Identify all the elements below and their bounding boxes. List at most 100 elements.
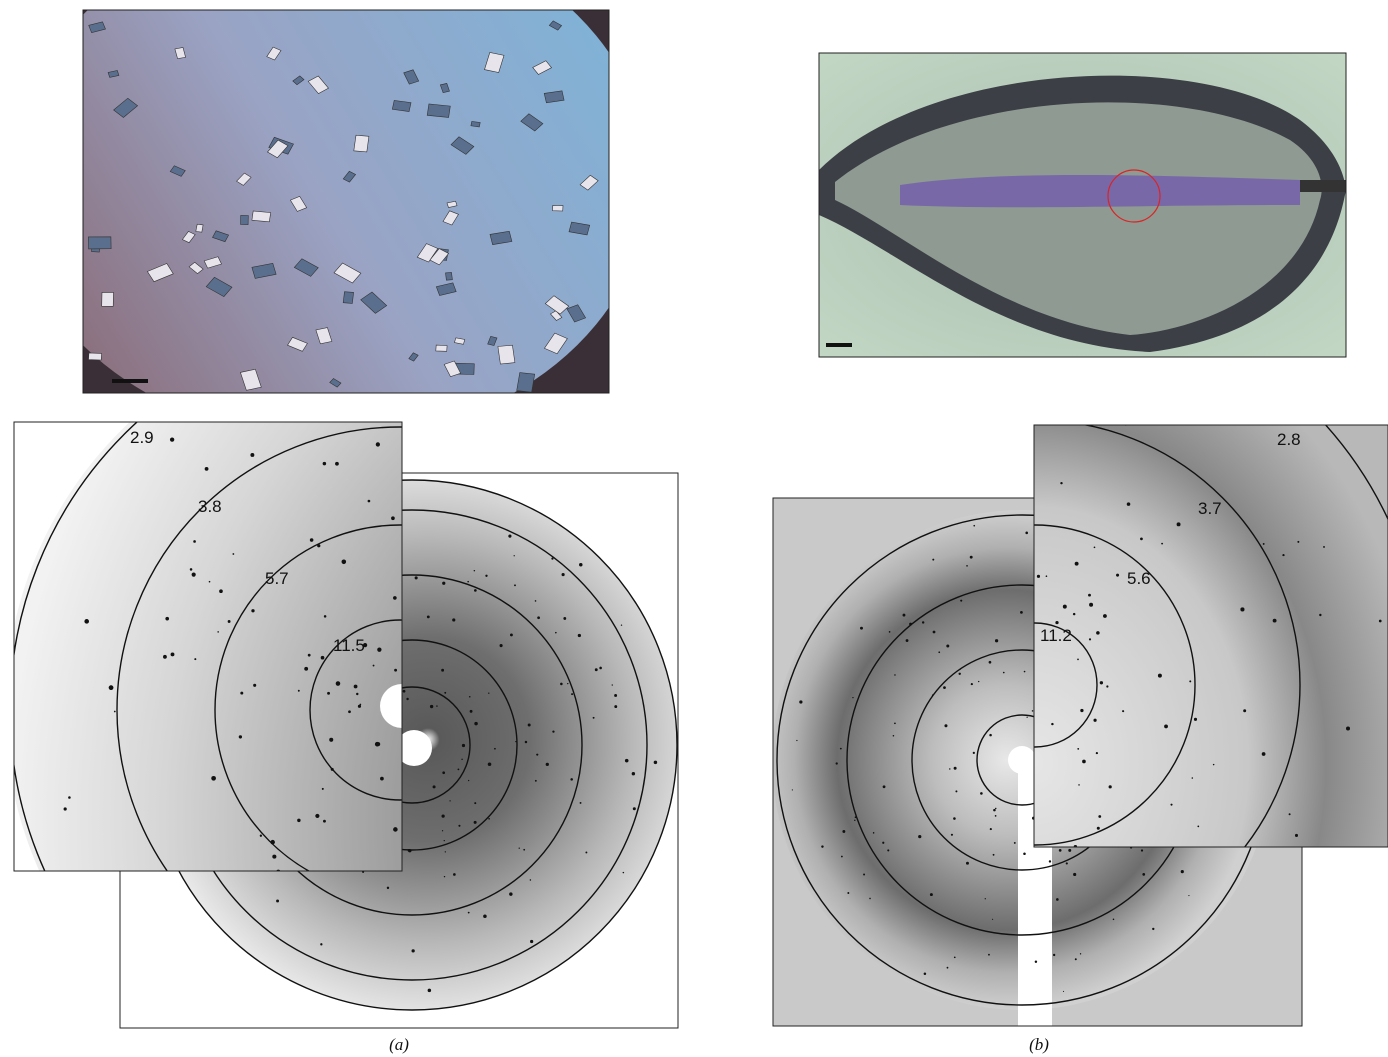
decoration: [1347, 882, 1348, 883]
decoration: [1075, 562, 1079, 566]
decoration: [528, 724, 531, 727]
decoration: [966, 862, 969, 865]
decoration: [989, 734, 992, 737]
decoration: [453, 873, 456, 876]
decoration: [560, 683, 563, 686]
decoration: [1080, 709, 1083, 712]
decoration: [993, 854, 995, 856]
decoration: [894, 674, 895, 675]
decoration: [1109, 785, 1112, 788]
decoration: [1323, 546, 1325, 548]
decoration: [918, 835, 921, 838]
decoration: [1060, 404, 1062, 406]
decoration: [468, 912, 470, 914]
decoration: [479, 408, 483, 412]
decoration: [498, 345, 515, 364]
decoration: [232, 553, 234, 555]
decoration: [970, 1027, 972, 1029]
decoration: [863, 874, 865, 876]
decoration: [392, 100, 411, 111]
decoration: [321, 656, 325, 660]
decoration: [1346, 726, 1350, 730]
decoration: [1181, 870, 1184, 873]
decoration: [1082, 760, 1086, 764]
decoration: [1003, 672, 1005, 674]
decoration: [1053, 954, 1055, 956]
decoration: [567, 683, 568, 684]
decoration: [737, 862, 741, 866]
decoration: [799, 700, 802, 703]
decoration: [458, 825, 460, 827]
decoration: [1026, 717, 1027, 718]
decoration: [272, 855, 276, 859]
decoration: [593, 717, 595, 719]
decoration: [990, 828, 992, 830]
decoration: [64, 807, 67, 810]
decoration: [508, 535, 511, 538]
decoration: [442, 771, 445, 774]
decoration: [595, 668, 598, 671]
decoration: [468, 780, 469, 781]
decoration: [323, 820, 326, 823]
decoration: [585, 852, 587, 854]
decoration: [514, 555, 515, 556]
decoration: [1025, 532, 1028, 535]
decoration: [971, 683, 973, 685]
decoration: [535, 780, 537, 782]
decoration: [433, 785, 436, 788]
decoration: [494, 748, 496, 750]
decoration: [474, 821, 477, 824]
decoration: [579, 563, 582, 566]
decoration: [796, 740, 797, 741]
decoration: [109, 685, 114, 690]
page: 2.9 3.8 5.7 11.5 2.8 3.7 5.6 11.2 (a) (b…: [0, 0, 1388, 1057]
decoration: [449, 800, 450, 801]
decoration: [193, 540, 196, 543]
decoration: [621, 624, 622, 625]
decoration: [342, 560, 347, 565]
decoration: [741, 533, 745, 537]
decoration: [555, 632, 557, 634]
decoration: [903, 614, 906, 617]
decoration: [973, 525, 975, 527]
decoration: [335, 462, 339, 466]
decoration: [946, 644, 949, 647]
decoration: [551, 558, 553, 560]
decoration: [836, 762, 838, 764]
decoration: [1093, 719, 1096, 722]
decoration: [415, 576, 418, 579]
decoration: [622, 412, 624, 414]
decoration: [1004, 373, 1006, 375]
decoration: [436, 345, 447, 351]
decoration: [336, 681, 341, 686]
decoration: [441, 669, 444, 672]
decoration: [970, 556, 973, 559]
decoration: [989, 661, 992, 664]
decoration: [301, 405, 305, 409]
decoration: [1213, 764, 1214, 765]
decoration: [509, 892, 512, 895]
decoration: [767, 507, 770, 510]
decoration: [930, 893, 933, 896]
decoration: [376, 442, 380, 446]
decoration: [1073, 873, 1076, 876]
decoration: [298, 690, 300, 692]
decoration: [1189, 680, 1191, 682]
decoration: [980, 792, 983, 795]
decoration: [729, 837, 731, 839]
decoration: [194, 658, 196, 660]
decoration: [765, 661, 767, 663]
decoration: [427, 104, 450, 117]
decoration: [1059, 849, 1062, 852]
decoration: [704, 834, 707, 837]
decoration: [1188, 895, 1189, 896]
decoration: [594, 462, 598, 466]
decoration: [906, 639, 909, 642]
decoration: [1032, 710, 1034, 712]
decoration: [1177, 522, 1181, 526]
decoration: [625, 759, 629, 763]
decoration: [442, 582, 445, 585]
decoration: [406, 698, 408, 700]
decoration: [530, 940, 533, 943]
decoration: [331, 768, 334, 771]
